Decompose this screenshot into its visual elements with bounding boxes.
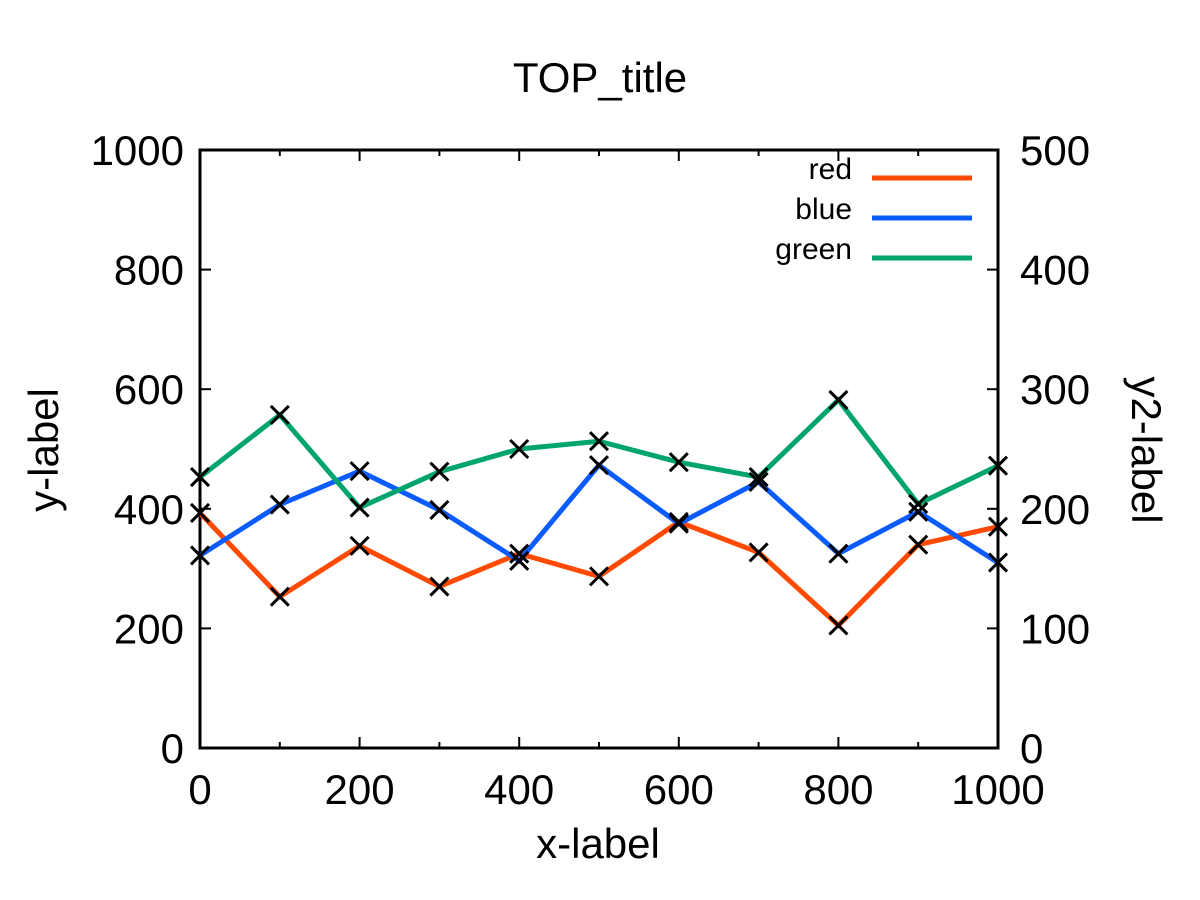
data-point-blue <box>828 543 849 564</box>
y-tick-label: 1000 <box>91 127 184 174</box>
legend-label-red: red <box>809 153 852 186</box>
series-line-green <box>198 396 1000 511</box>
data-point-red <box>349 535 370 556</box>
chart-title: TOP_title <box>513 54 687 101</box>
data-point-green <box>429 461 450 482</box>
y2-tick-label: 400 <box>1020 247 1090 294</box>
x-tick-label: 200 <box>325 766 395 813</box>
data-point-red <box>828 615 849 636</box>
data-point-green <box>588 431 610 452</box>
data-point-blue <box>509 550 530 571</box>
data-point-blue <box>908 501 929 522</box>
data-point-blue <box>987 552 1009 573</box>
x-tick-label: 400 <box>484 766 554 813</box>
legend-label-green: green <box>775 233 852 266</box>
data-point-green <box>828 389 849 411</box>
y2-axis-label: y2-label <box>1123 376 1170 523</box>
data-point-green <box>908 493 929 515</box>
data-point-green <box>509 438 530 460</box>
data-point-red <box>588 566 610 587</box>
legend-label-blue: blue <box>795 193 852 226</box>
data-point-blue <box>748 471 769 492</box>
y-tick-label: 600 <box>114 366 184 413</box>
x-axis-label: x-label <box>536 820 660 867</box>
data-point-red <box>987 516 1009 537</box>
y-tick-label: 800 <box>114 247 184 294</box>
data-point-red <box>748 542 769 563</box>
y2-tick-label: 100 <box>1020 605 1090 652</box>
series-line-blue <box>198 461 1000 565</box>
data-point-red <box>189 502 211 524</box>
series-line-red <box>198 511 999 629</box>
data-point-blue <box>429 499 450 521</box>
data-point-green <box>189 467 211 488</box>
data-point-red <box>908 534 929 555</box>
y2-tick-label: 200 <box>1020 486 1090 533</box>
data-point-blue <box>668 513 689 534</box>
data-point-green <box>668 452 689 473</box>
y2-tick-label: 500 <box>1020 127 1090 174</box>
x-tick-label: 1000 <box>951 766 1044 813</box>
data-point-green <box>748 467 769 488</box>
data-point-blue <box>588 455 610 476</box>
y-tick-label: 400 <box>114 486 184 533</box>
data-point-red <box>509 543 530 564</box>
x-tick-label: 0 <box>188 766 211 813</box>
y-tick-label: 200 <box>114 605 184 652</box>
data-point-blue <box>189 545 211 566</box>
y2-tick-label: 300 <box>1020 366 1090 413</box>
x-tick-label: 800 <box>803 766 873 813</box>
x-tick-label: 600 <box>644 766 714 813</box>
data-point-green <box>269 404 290 425</box>
data-point-red <box>429 576 450 597</box>
data-point-blue <box>349 461 370 482</box>
data-point-green <box>349 497 370 518</box>
y-axis-label: y-label <box>20 388 67 512</box>
y-tick-label: 0 <box>161 725 184 772</box>
data-point-blue <box>269 494 290 515</box>
data-point-red <box>269 586 290 607</box>
data-point-green <box>987 455 1009 476</box>
y2-tick-label: 0 <box>1020 725 1043 772</box>
